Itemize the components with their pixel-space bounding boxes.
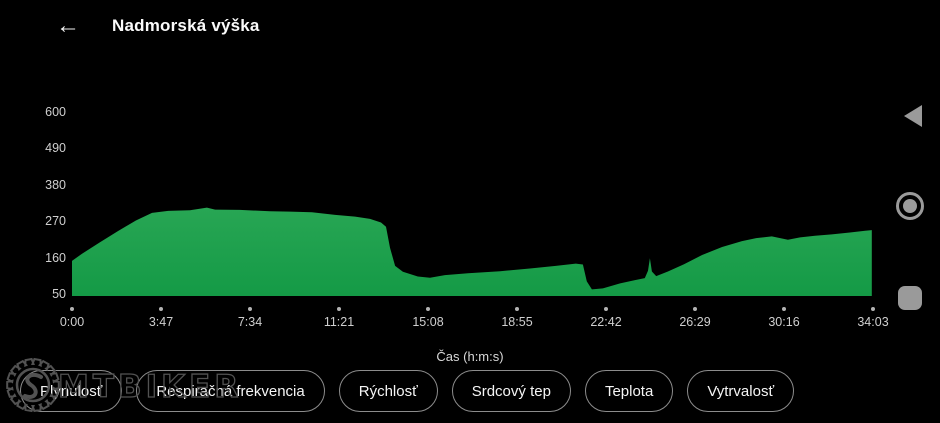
x-axis-title: Čas (h:m:s) <box>436 349 504 364</box>
x-tick-dot <box>426 307 430 311</box>
metric-button-row: Plynulosť Respiračná frekvencia Rýchlosť… <box>20 370 795 412</box>
back-button[interactable]: ← <box>50 8 86 44</box>
nav-home-icon[interactable] <box>896 192 924 220</box>
x-tick-dot <box>337 307 341 311</box>
x-tick-dot <box>159 307 163 311</box>
y-tick: 160 <box>45 251 66 265</box>
x-tick-label: 0:00 <box>59 315 85 329</box>
x-tick-label: 26:29 <box>679 315 711 329</box>
nav-recents-icon[interactable] <box>898 286 922 310</box>
x-tick-label: 15:08 <box>412 315 444 329</box>
x-tick-dot <box>515 307 519 311</box>
y-tick: 380 <box>45 178 66 192</box>
elevation-area <box>72 207 872 296</box>
metric-button-teplota[interactable]: Teplota <box>584 370 674 412</box>
x-tick-label: 30:16 <box>768 315 800 329</box>
x-tick-dot <box>248 307 252 311</box>
x-tick-label: 7:34 <box>237 315 263 329</box>
y-tick: 50 <box>52 287 66 301</box>
x-tick-dot <box>782 307 786 311</box>
metric-button-plynulost[interactable]: Plynulosť <box>20 370 123 412</box>
nav-home-dot <box>903 199 917 213</box>
metric-button-vytrvalost[interactable]: Vytrvalosť <box>687 370 795 412</box>
y-tick: 270 <box>45 214 66 228</box>
x-tick-label: 22:42 <box>590 315 622 329</box>
metric-button-srdcovy-tep[interactable]: Srdcový tep <box>451 370 571 412</box>
y-tick: 490 <box>45 141 66 155</box>
x-tick-label: 11:21 <box>323 315 355 329</box>
metric-button-respiracna-frekvencia[interactable]: Respiračná frekvencia <box>136 370 325 412</box>
x-tick-label: 34:03 <box>857 315 889 329</box>
page-title: Nadmorská výška <box>112 16 260 35</box>
x-tick-dot <box>693 307 697 311</box>
x-tick-label: 18:55 <box>501 315 533 329</box>
x-tick-label: 3:47 <box>148 315 174 329</box>
y-tick: 600 <box>45 105 66 119</box>
metric-button-rychlost[interactable]: Rýchlosť <box>338 370 438 412</box>
x-tick-dot <box>604 307 608 311</box>
x-tick-dot <box>871 307 875 311</box>
nav-back-icon[interactable] <box>904 105 922 127</box>
x-tick-dot <box>70 307 74 311</box>
